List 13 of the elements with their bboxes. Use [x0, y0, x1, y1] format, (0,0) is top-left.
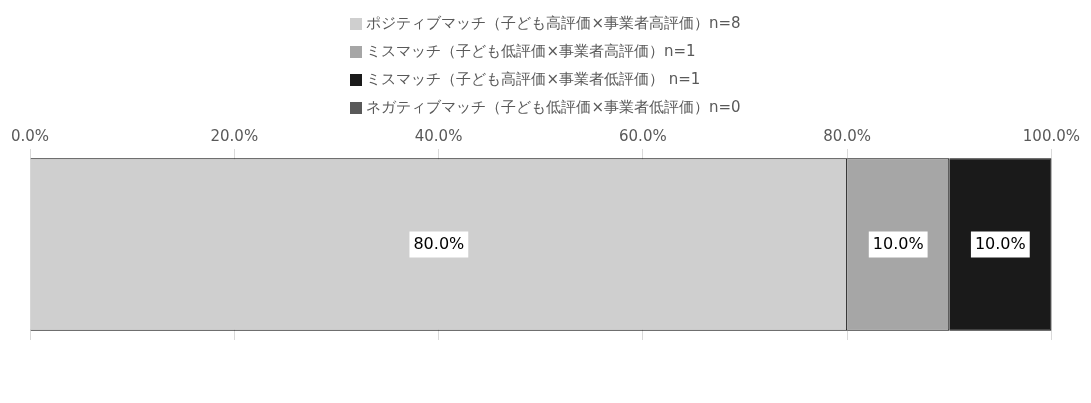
- x-tick-label: 80.0%: [823, 126, 871, 145]
- x-tick-label: 40.0%: [414, 126, 463, 145]
- data-label: 10.0%: [872, 233, 924, 253]
- x-tick-label: 0.0%: [11, 126, 50, 145]
- legend-label: ネガティブマッチ（子ども低評価×事業者低評価）n=0: [366, 98, 741, 117]
- data-label: 80.0%: [413, 233, 465, 253]
- legend-label: ミスマッチ（子ども高評価×事業者低評価） n=1: [366, 70, 701, 89]
- legend-label: ミスマッチ（子ども低評価×事業者高評価）n=1: [366, 42, 696, 61]
- legend-label: ポジティブマッチ（子ども高評価×事業者高評価）n=8: [366, 14, 741, 33]
- data-label: 10.0%: [974, 233, 1026, 253]
- x-tick-label: 20.0%: [210, 126, 259, 145]
- x-tick-label: 60.0%: [619, 126, 667, 145]
- x-tick-label: 100.0%: [1022, 126, 1080, 145]
